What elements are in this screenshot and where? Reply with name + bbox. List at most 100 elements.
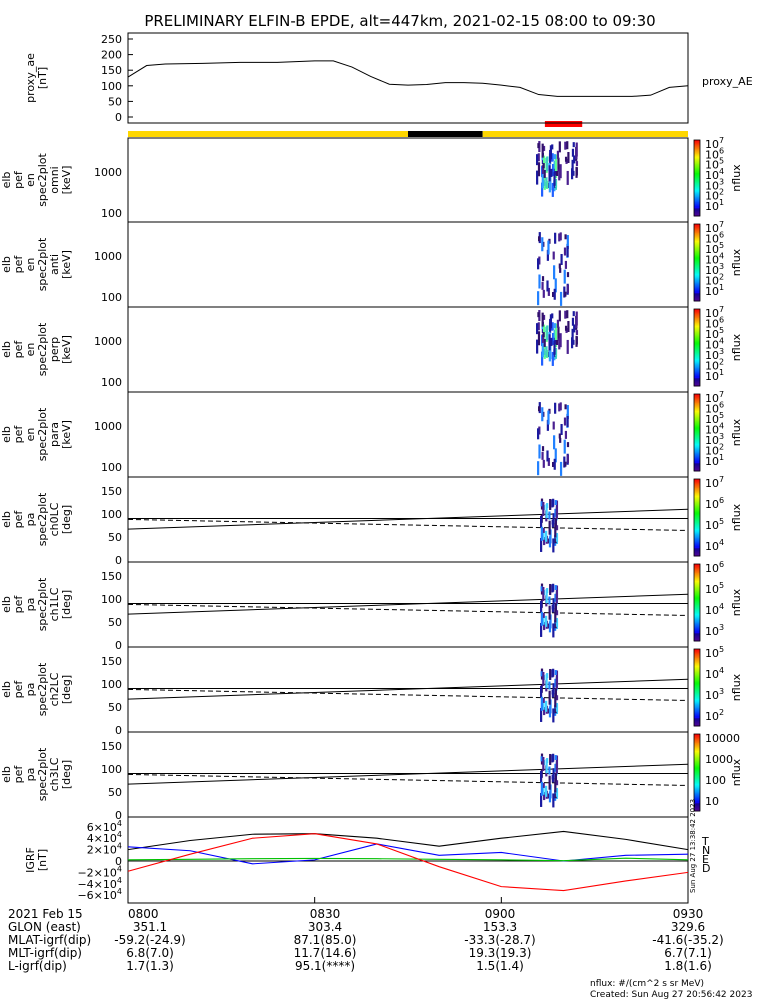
colorbar-swatch xyxy=(694,200,700,203)
colorbar-swatch xyxy=(694,409,700,412)
spectrogram-data xyxy=(537,402,570,476)
spectrogram-pixel xyxy=(548,181,551,193)
colorbar-swatch xyxy=(694,759,700,762)
spectrogram-pixel xyxy=(571,328,574,343)
spectrogram-pixel xyxy=(546,280,549,292)
panel-ylabel-line: spec2plot xyxy=(36,322,49,376)
spectrogram-pixel xyxy=(566,141,569,150)
panel-ylabel-line: proxy_ae xyxy=(24,53,37,103)
ytick-exponent: 4 xyxy=(117,830,122,839)
colorbar-frame xyxy=(693,223,701,302)
colorbar-swatch xyxy=(694,238,700,240)
colorbar-swatch xyxy=(694,739,700,741)
colorbar-swatch xyxy=(694,226,700,229)
spectrogram-pixel xyxy=(543,792,546,801)
panel-ylabel: elbpefpaspec2plotch3LC[deg] xyxy=(0,747,73,801)
colorbar-swatch xyxy=(694,804,700,807)
colorbar-swatch xyxy=(694,401,700,404)
spectrogram-pixel xyxy=(575,147,578,159)
spectrogram-pixel xyxy=(558,233,561,242)
colorbar-swatch xyxy=(694,545,700,548)
spectrogram-pixel xyxy=(548,605,551,620)
spectrogram-pixel xyxy=(547,287,550,296)
timebar-segment-2 xyxy=(482,131,688,137)
colorbar-swatch xyxy=(694,757,700,759)
panel-ylabel-line: omni xyxy=(48,166,61,193)
spectrogram-pixel xyxy=(543,338,546,347)
spectrogram-pixel xyxy=(537,428,540,440)
spectrogram-pixel xyxy=(564,325,568,331)
colorbar-frame xyxy=(693,733,701,812)
colorbar-swatch xyxy=(694,224,700,226)
spectrogram-pixel xyxy=(550,168,553,177)
colorbar-swatch xyxy=(694,253,700,256)
spectrogram-pixel xyxy=(541,155,544,161)
colorbar-swatch xyxy=(694,782,700,785)
spectrogram-pixel xyxy=(548,681,551,690)
axis-row-label: MLAT-igrf(dip) xyxy=(8,933,91,947)
colorbar-swatch xyxy=(694,371,700,374)
colorbar: 107 106 105 104 nflux xyxy=(693,475,743,557)
colorbar-swatch xyxy=(694,693,700,696)
colorbar-swatch xyxy=(694,422,700,425)
timebar-segment-0 xyxy=(128,131,408,137)
ytick-exponent: 4 xyxy=(117,887,122,896)
spectrogram-pixel xyxy=(545,326,549,341)
colorbar-swatch xyxy=(694,369,700,372)
spectrogram-pixel xyxy=(548,706,552,718)
ytick-label: 50 xyxy=(108,616,122,629)
panel-ylabel-line: [nT] xyxy=(36,849,49,871)
colorbar-swatch xyxy=(694,160,700,163)
axis-row-value: 11.7(14.6) xyxy=(294,946,357,960)
spectrogram-pixel xyxy=(540,771,543,783)
panel-ylabel-line: en xyxy=(24,343,37,357)
panel-ylabel: elbpefenspec2plotomni[keV] xyxy=(0,153,73,207)
colorbar-swatch xyxy=(694,791,700,794)
colorbar-tick-exponent: 5 xyxy=(719,241,724,250)
spectrogram-pixel xyxy=(554,278,557,293)
colorbar-swatch xyxy=(694,252,700,255)
colorbar-swatch xyxy=(694,334,700,337)
spectrogram-pixel xyxy=(551,522,554,528)
colorbar-swatch xyxy=(694,405,700,408)
colorbar-swatch xyxy=(694,368,700,370)
panel-ylabel-line: pa xyxy=(24,768,37,782)
colorbar-swatch xyxy=(694,321,700,324)
colorbar-swatch xyxy=(694,360,700,363)
colorbar-swatch xyxy=(694,669,700,672)
colorbar-swatch xyxy=(694,420,700,423)
ytick-label: 1000 xyxy=(94,250,122,263)
spectrogram-pixel xyxy=(553,288,556,300)
panel-frame xyxy=(127,221,689,308)
spectrogram-pixel xyxy=(545,346,548,358)
colorbar-swatch xyxy=(694,749,700,752)
colorbar-swatch xyxy=(694,270,700,272)
colorbar-swatch xyxy=(694,544,700,547)
colorbar-swatch xyxy=(694,353,700,356)
ytick-label: 0 xyxy=(115,554,122,567)
colorbar-tick-exponent: 1 xyxy=(719,283,724,292)
spectrogram-pixel xyxy=(541,182,544,197)
axis-time-0800: 0800 xyxy=(128,907,159,921)
colorbar-swatch xyxy=(694,290,700,293)
axis-row-value: -59.2(-24.9) xyxy=(114,933,185,947)
spectrogram-pixel xyxy=(558,338,561,350)
colorbar-swatch xyxy=(694,455,700,458)
colorbar-swatch xyxy=(694,383,700,386)
colorbar-swatch xyxy=(694,665,700,668)
panel-stack: proxy_ae[nT]250200150100500proxy_AEelbpe… xyxy=(0,32,753,904)
colorbar-swatch xyxy=(694,243,700,246)
spectrogram-pixel xyxy=(540,792,543,807)
colorbar-swatch xyxy=(694,787,700,790)
colorbar-tick-exponent: 1 xyxy=(719,368,724,377)
panel-ylabel-line: elb xyxy=(0,341,13,358)
colorbar-swatch xyxy=(694,793,700,795)
colorbar-swatch xyxy=(694,484,700,486)
colorbar-swatch xyxy=(694,565,700,568)
colorbar-swatch xyxy=(694,380,700,383)
colorbar-swatch xyxy=(694,626,700,629)
colorbar-tick-label: 107 xyxy=(705,475,724,490)
spectrogram-pixel xyxy=(554,523,557,538)
spectrogram-pixel xyxy=(541,174,544,189)
colorbar-swatch xyxy=(694,230,700,233)
